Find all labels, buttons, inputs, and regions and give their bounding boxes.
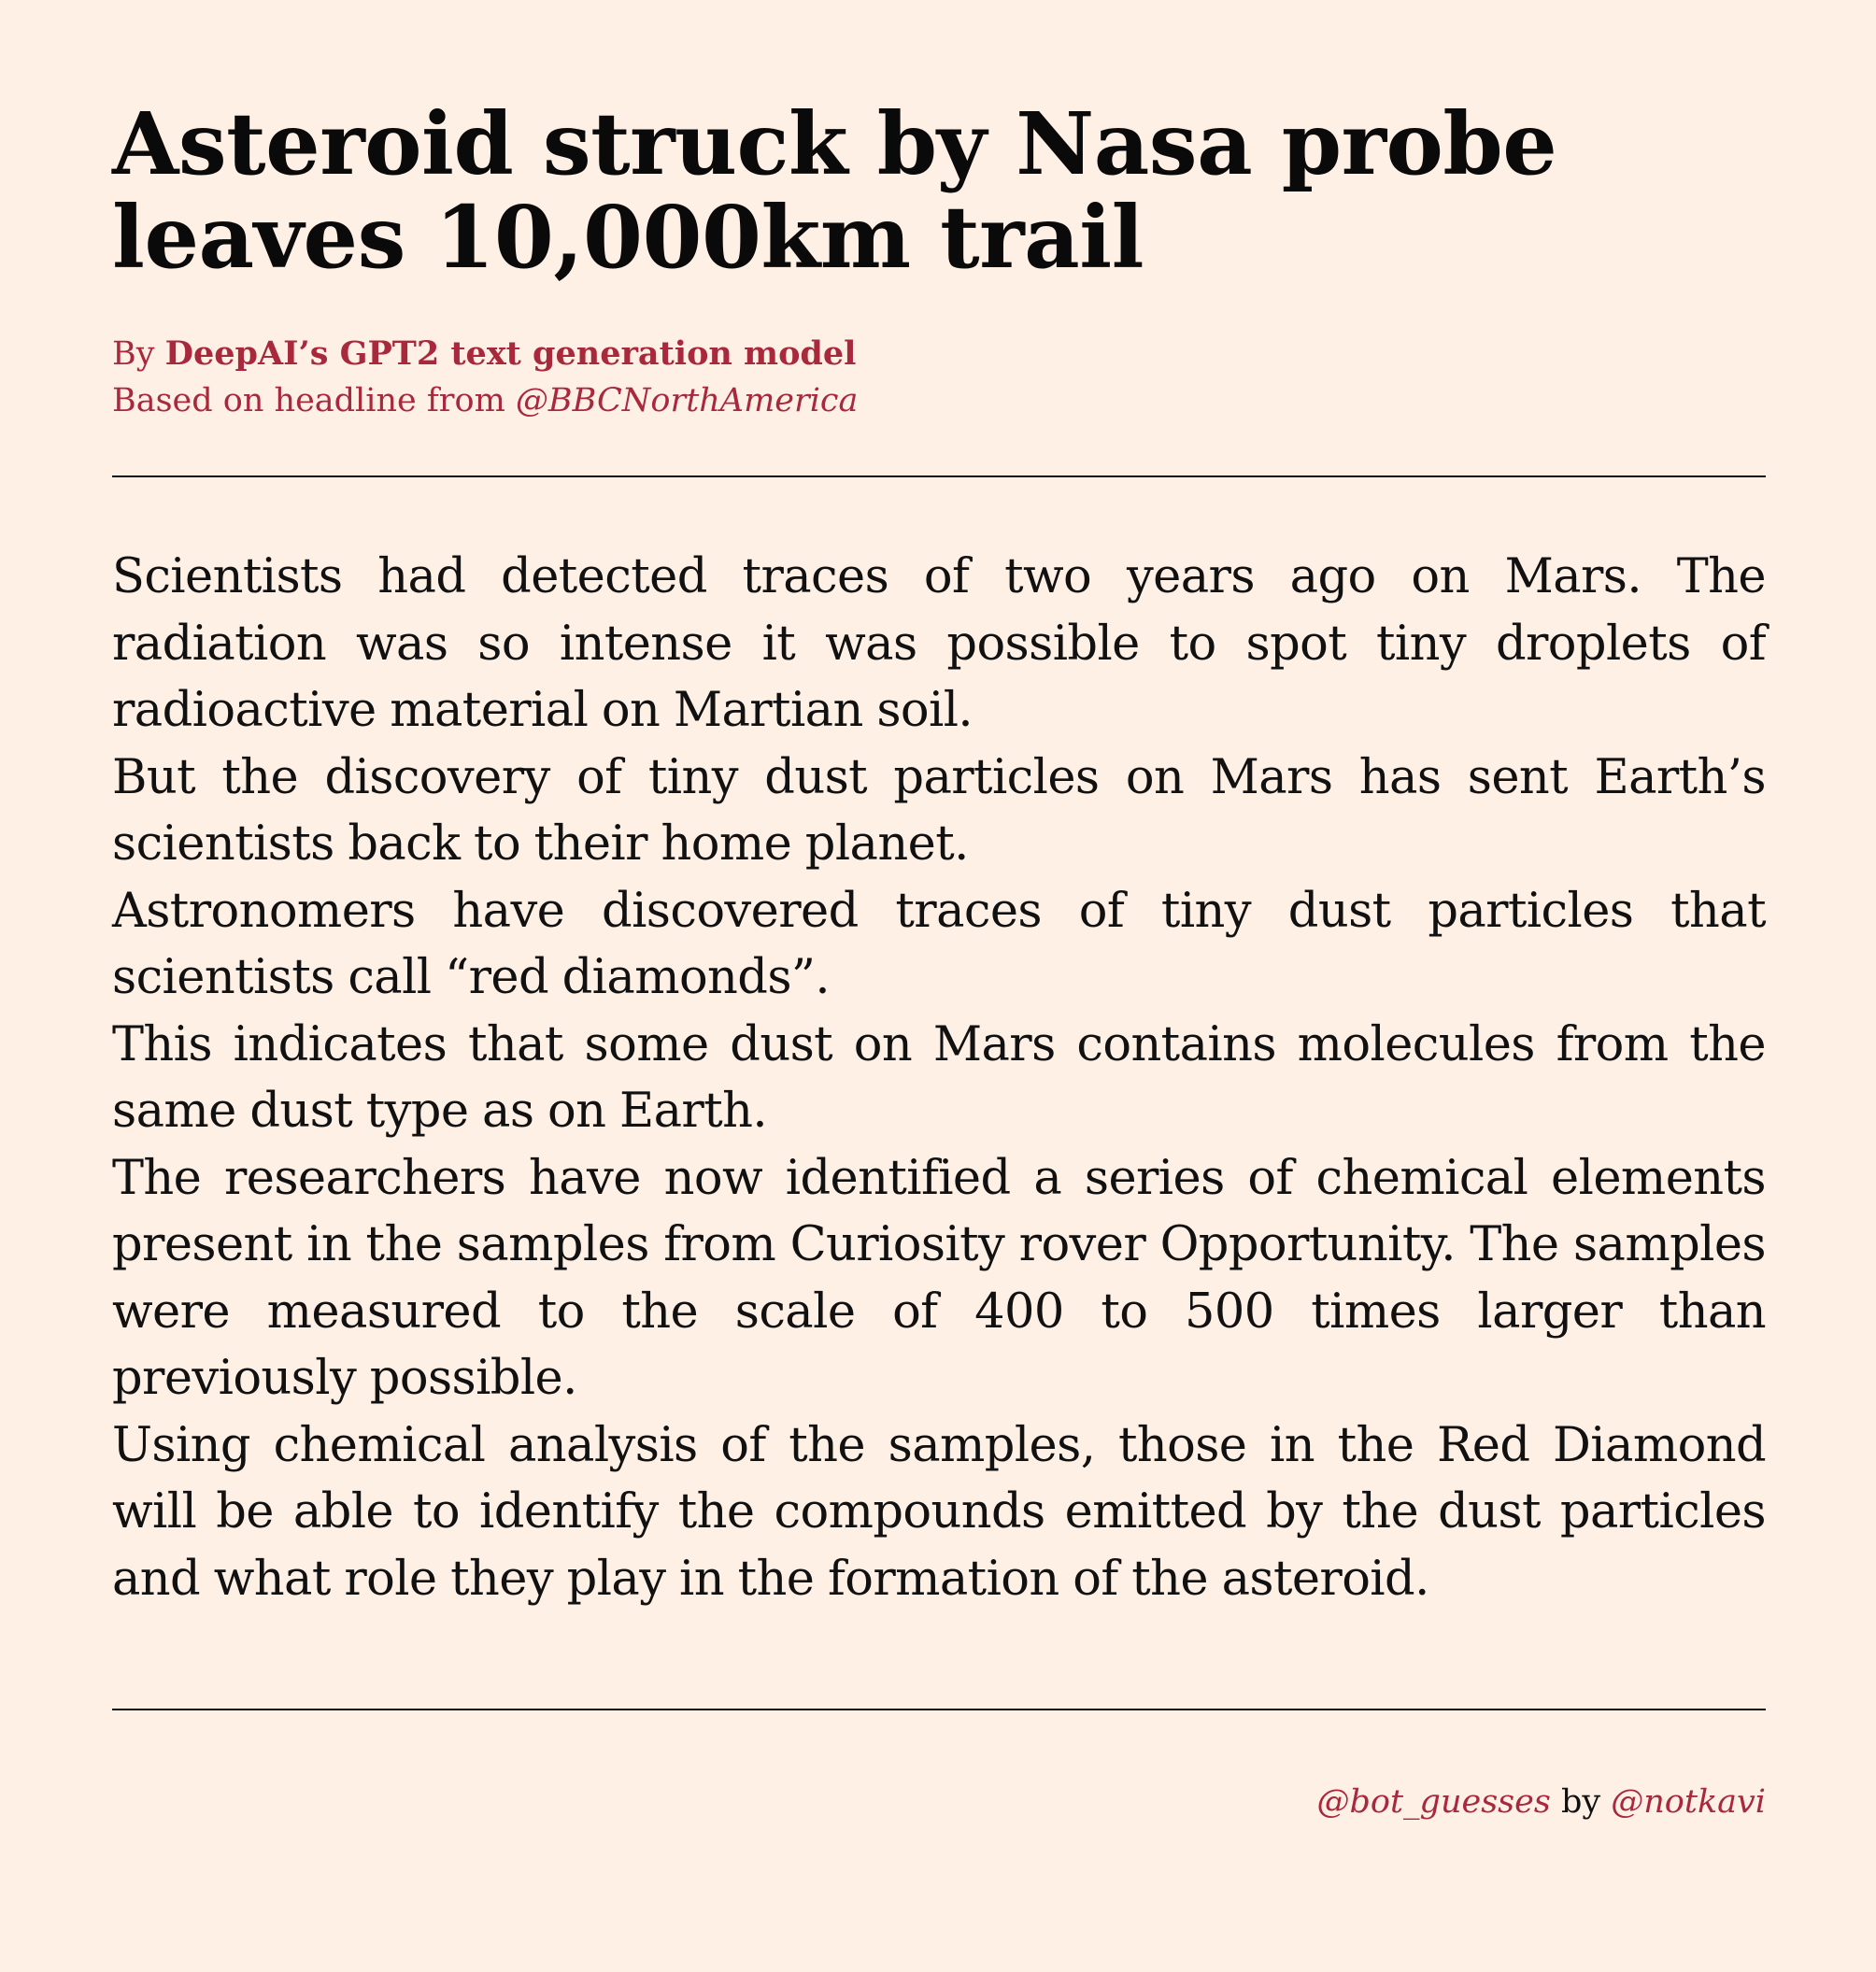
byline-source-line: Based on headline from @BBCNorthAmerica (112, 377, 858, 424)
creator-handle-link[interactable]: @notkavi (1611, 1783, 1766, 1821)
article-paragraph: But the discovery of tiny dust particles… (112, 749, 1767, 873)
article-paragraph: Using chemical analysis of the samples, … (112, 1417, 1767, 1607)
article-paragraph: Scientists had detected traces of two ye… (112, 549, 1767, 738)
bottom-divider (112, 1709, 1766, 1710)
article-paragraph: Astronomers have discovered traces of ti… (112, 883, 1767, 1006)
byline-prefix: By (112, 335, 165, 373)
article-title: Asteroid struck by Nasa probe leaves 10,… (112, 93, 1557, 288)
byline: By DeepAI’s GPT2 text generation model B… (112, 331, 858, 424)
article-paragraph: This indicates that some dust on Mars co… (112, 1016, 1767, 1140)
top-divider (112, 475, 1766, 477)
source-handle-link[interactable]: @BBCNorthAmerica (515, 382, 859, 419)
byline-author: DeepAI’s GPT2 text generation model (164, 334, 857, 373)
article-body: Scientists had detected traces of two ye… (112, 544, 1767, 1612)
byline-author-line: By DeepAI’s GPT2 text generation model (112, 331, 858, 377)
credit-by: by (1550, 1783, 1612, 1821)
article-paragraph: The researchers have now identified a se… (112, 1150, 1767, 1407)
byline-source-prefix: Based on headline from (112, 382, 516, 419)
footer-credit: @bot_guesses by @notkavi (1317, 1779, 1766, 1825)
bot-handle-link[interactable]: @bot_guesses (1316, 1783, 1551, 1821)
